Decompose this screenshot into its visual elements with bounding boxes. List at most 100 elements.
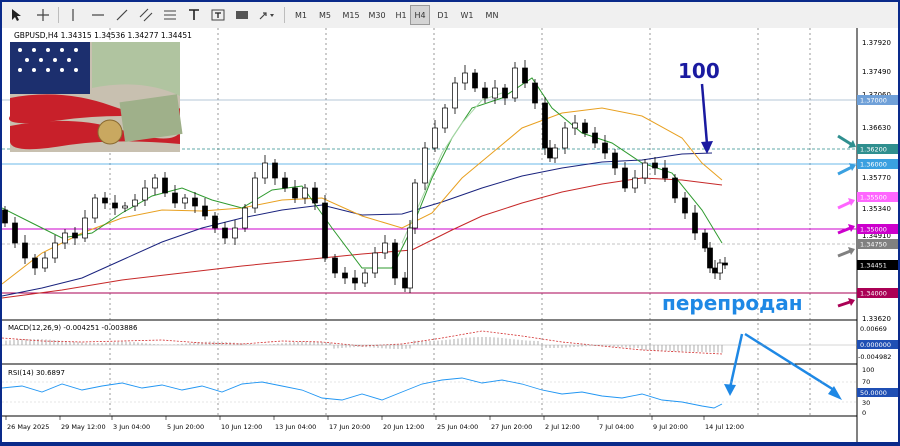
candle-body <box>2 209 8 224</box>
rsi-tick-30: 30 <box>862 399 870 407</box>
equidistant-channel-icon[interactable] <box>136 5 156 25</box>
candle-body <box>172 192 178 204</box>
rsi-label: RSI(14) 30.6897 <box>8 369 65 377</box>
annotation-oversold: перепродан <box>662 291 803 315</box>
candle-body <box>692 212 698 234</box>
date-tick: 20 Jun 12:00 <box>383 423 424 431</box>
candlestick-series <box>2 60 728 293</box>
candle-body <box>672 177 678 199</box>
candle-body <box>122 205 128 209</box>
candle-body <box>432 127 438 149</box>
timeframe-m30[interactable]: M30 <box>368 10 386 20</box>
candle-body <box>42 257 48 269</box>
candle-body <box>362 272 368 284</box>
rectangle-icon[interactable] <box>232 5 252 25</box>
price-tick: 1.36630 <box>862 124 891 132</box>
fibonacci-icon[interactable] <box>160 5 180 25</box>
date-tick: 7 Jul 04:00 <box>599 423 634 431</box>
timeframe-h4[interactable]: H4 <box>410 5 430 25</box>
timeframe-h1[interactable]: H1 <box>395 10 407 20</box>
rsi-line <box>1 377 723 409</box>
candle-body <box>232 227 238 239</box>
candle-body <box>722 262 728 266</box>
candle-body <box>12 222 18 244</box>
timeframe-m5[interactable]: M5 <box>319 10 331 20</box>
candle-body <box>652 162 658 169</box>
timeframe-mn[interactable]: MN <box>485 10 499 20</box>
level-label: 1.36200 <box>860 146 887 154</box>
candle-body <box>402 277 408 289</box>
macd-tick-zero: 0.000000 <box>860 341 891 349</box>
date-tick: 26 May 2025 <box>7 423 49 431</box>
candle-body <box>82 217 88 239</box>
candle-body <box>132 199 138 207</box>
candle-body <box>512 67 518 99</box>
level-label: 1.35000 <box>860 226 887 234</box>
date-tick: 25 Jun 04:00 <box>437 423 478 431</box>
level-label: 1.34451 <box>860 262 887 270</box>
candle-body <box>482 87 488 99</box>
crosshair-icon[interactable] <box>32 5 54 25</box>
ma-orange-line <box>1 107 723 285</box>
horizontal-line-icon[interactable] <box>88 5 108 25</box>
candle-body <box>462 72 468 84</box>
toolbar: M1 M5 M15 M30 H1 H4 D1 W1 MN <box>2 2 898 29</box>
date-tick: 2 Jul 12:00 <box>545 423 580 431</box>
text-icon[interactable] <box>184 5 204 25</box>
date-tick: 27 Jun 20:00 <box>491 423 532 431</box>
candle-body <box>412 182 418 229</box>
candle-body <box>442 107 448 129</box>
ma-green-line <box>1 77 723 269</box>
level-label: 1.36000 <box>860 161 887 169</box>
candle-body <box>522 67 528 84</box>
candle-body <box>602 142 608 154</box>
date-tick: 13 Jun 04:00 <box>275 423 316 431</box>
rsi-tick-50: 50.0000 <box>860 389 887 397</box>
timeframe-d1[interactable]: D1 <box>437 10 449 20</box>
candle-body <box>422 147 428 184</box>
candle-body <box>472 72 478 89</box>
cursor-icon[interactable] <box>6 5 26 25</box>
candle-body <box>452 82 458 109</box>
candle-body <box>202 205 208 217</box>
vertical-line-icon[interactable] <box>64 5 82 25</box>
arrow-icon[interactable] <box>256 5 278 25</box>
level-label: 1.37000 <box>860 97 887 105</box>
chart-area[interactable]: GBPUSD,H4 1.34315 1.34536 1.34277 1.3445… <box>1 28 898 442</box>
rsi-tick-100: 100 <box>862 366 874 374</box>
level-label: 1.34750 <box>860 241 887 249</box>
candle-body <box>612 152 618 169</box>
candle-body <box>572 122 578 129</box>
trendline-icon[interactable] <box>112 5 132 25</box>
ma-navy-line <box>1 152 713 297</box>
candle-body <box>332 257 338 274</box>
ma-red-line <box>1 177 723 299</box>
timeframe-m15[interactable]: M15 <box>342 10 360 20</box>
candle-body <box>352 277 358 284</box>
level-label-box <box>857 260 898 270</box>
candle-body <box>322 202 328 259</box>
candle-body <box>62 232 68 244</box>
candle-body <box>222 227 228 239</box>
label-icon[interactable] <box>208 5 228 25</box>
timeframe-w1[interactable]: W1 <box>460 10 474 20</box>
macd-histogram <box>5 337 723 353</box>
candle-body <box>547 147 553 159</box>
candle-body <box>682 197 688 214</box>
timeframe-m1[interactable]: M1 <box>295 10 307 20</box>
candle-body <box>717 262 723 274</box>
level-label: 1.35500 <box>860 194 887 202</box>
level-label-box <box>857 224 898 234</box>
rsi-tick-0: 0 <box>862 409 866 417</box>
candle-body <box>52 242 58 259</box>
candle-body <box>372 252 378 274</box>
candle-body <box>302 187 308 199</box>
candle-body <box>252 177 258 209</box>
candle-body <box>542 102 548 149</box>
price-tick: 1.35340 <box>862 205 891 213</box>
macd-label: MACD(12,26,9) -0.004251 -0.003886 <box>8 324 138 332</box>
price-tick: 1.37920 <box>862 39 891 47</box>
candle-body <box>102 197 108 204</box>
candle-body <box>142 187 148 201</box>
